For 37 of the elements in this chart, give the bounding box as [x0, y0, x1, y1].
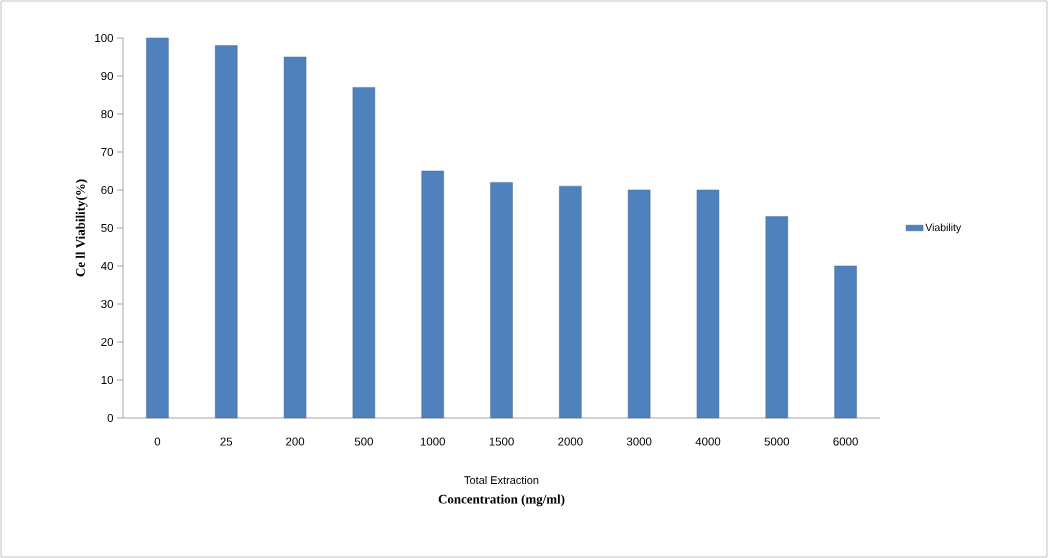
bar — [765, 216, 788, 419]
y-tick-label: 10 — [101, 375, 114, 385]
y-tick-label: 100 — [95, 33, 114, 43]
bar — [627, 189, 651, 419]
x-tick-label: 200 — [286, 437, 305, 446]
legend-label: Viability — [925, 223, 962, 234]
bar — [215, 45, 238, 419]
y-tick-label: 0 — [107, 413, 114, 423]
bar — [559, 185, 582, 419]
bar — [146, 37, 169, 419]
bar — [834, 265, 857, 419]
x-tick-label: 3000 — [626, 437, 652, 446]
y-tick-label: 30 — [101, 299, 114, 309]
y-tick-label: 60 — [101, 185, 114, 195]
text: Total Extraction — [464, 475, 539, 485]
x-tick-label: 2000 — [558, 437, 583, 446]
bar — [421, 170, 444, 419]
y-axis-title: Ce ll Viability(%) — [75, 179, 88, 277]
x-tick-label: 500 — [354, 437, 373, 446]
y-tick-label: 40 — [101, 261, 114, 271]
y-tick-label: 20 — [101, 337, 114, 347]
bar — [352, 87, 376, 419]
bar — [283, 56, 307, 419]
x-tick-label: 1500 — [489, 437, 514, 446]
x-tick-label: 0 — [154, 437, 161, 446]
x-tick-label: 1000 — [420, 437, 445, 446]
x-tick-label: 5000 — [764, 437, 790, 446]
bar — [696, 189, 720, 419]
x-tick-label: 4000 — [695, 437, 721, 446]
x-tick-label: 6000 — [833, 437, 858, 446]
y-tick-label: 50 — [101, 223, 114, 233]
y-tick-label: 70 — [101, 147, 114, 157]
bar — [490, 182, 513, 419]
x-tick-label: 25 — [220, 437, 233, 446]
y-tick-label: 90 — [101, 71, 114, 81]
y-tick-label: 80 — [101, 109, 114, 119]
x-axis-title: Concentration (mg/ml) — [438, 494, 565, 507]
